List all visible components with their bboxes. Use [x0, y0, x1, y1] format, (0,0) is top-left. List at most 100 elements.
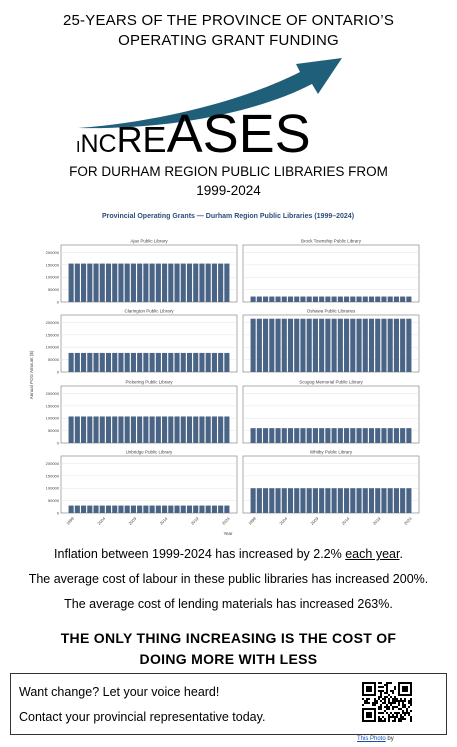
materials-statement: The average cost of lending materials ha…: [64, 597, 393, 611]
bar: [337, 488, 343, 513]
each-year-link[interactable]: each year: [345, 547, 400, 561]
qr-module: [382, 720, 384, 722]
bar: [250, 296, 256, 302]
bar: [112, 505, 118, 513]
qr-module: [392, 690, 394, 692]
qr-module: [380, 682, 382, 684]
bar: [319, 296, 325, 302]
bar: [375, 318, 381, 372]
y-tick-label: 200000: [46, 391, 60, 396]
qr-module: [392, 708, 394, 710]
qr-module: [388, 700, 390, 702]
qr-module: [380, 694, 382, 696]
headline-line-1: THE ONLY THING INCREASING IS THE COST OF: [60, 630, 397, 646]
qr-module: [396, 712, 398, 714]
bar: [368, 488, 375, 513]
x-tick-label: 2004: [96, 515, 106, 525]
qr-module: [394, 686, 396, 688]
y-tick-label: 0: [57, 511, 60, 516]
bar: [180, 263, 186, 302]
bar: [137, 263, 143, 302]
bar: [256, 428, 262, 443]
bar: [368, 428, 375, 443]
x-tick-label: 2004: [278, 515, 288, 525]
bar: [193, 505, 199, 513]
qr-module: [382, 712, 384, 714]
qr-module: [394, 700, 396, 702]
bar: [199, 416, 205, 443]
qr-module: [378, 718, 380, 720]
qr-module: [386, 692, 388, 694]
qr-module: [364, 702, 366, 704]
qr-module: [394, 698, 396, 700]
x-axis-label: Year: [223, 531, 233, 536]
qr-module: [394, 696, 396, 698]
bar: [74, 505, 80, 513]
bar: [199, 352, 205, 372]
qr-module: [378, 712, 380, 714]
bar: [168, 505, 174, 513]
qr-module: [410, 704, 412, 706]
bar: [381, 296, 387, 302]
qr-module: [366, 686, 372, 692]
bar: [74, 416, 80, 443]
bar: [337, 428, 343, 443]
qr-module: [378, 708, 380, 710]
qr-module: [388, 716, 390, 718]
bar: [375, 428, 381, 443]
bar: [81, 505, 87, 513]
bar: [193, 263, 199, 302]
bar: [406, 318, 412, 372]
qr-module: [390, 702, 392, 704]
bar: [149, 352, 155, 372]
bar: [250, 428, 256, 443]
bar: [400, 296, 406, 302]
qr-module: [384, 718, 386, 720]
qr-module: [384, 702, 386, 704]
bar: [186, 416, 193, 443]
bar: [368, 318, 375, 372]
bar: [294, 428, 300, 443]
qr-module: [386, 696, 388, 698]
qr-module: [388, 720, 390, 722]
bar: [256, 318, 262, 372]
qr-module: [408, 712, 410, 714]
bar: [281, 318, 287, 372]
grants-chart: Provincial Operating Grants — Durham Reg…: [29, 213, 420, 536]
panel-title: Whitby Public Library: [310, 450, 353, 455]
bar: [263, 428, 269, 443]
bar: [250, 488, 256, 513]
qr-module: [376, 700, 378, 702]
bar: [300, 488, 306, 513]
bar: [344, 488, 350, 513]
bar: [99, 263, 105, 302]
y-tick-label: 50000: [48, 428, 60, 433]
panel-frame: [60, 455, 238, 514]
qr-module: [382, 716, 384, 718]
bar: [218, 352, 224, 372]
qr-module: [398, 708, 400, 710]
qr-module: [380, 704, 382, 706]
qr-module: [386, 708, 388, 710]
bar: [99, 416, 105, 443]
photo-credit-link[interactable]: This Photo: [357, 736, 386, 742]
bar: [344, 318, 350, 372]
inflation-suffix: .: [399, 547, 403, 561]
bar: [331, 488, 337, 513]
y-tick-label: 50000: [48, 287, 60, 292]
qr-module: [402, 706, 404, 708]
bar: [143, 505, 149, 513]
y-tick-label: 0: [57, 370, 60, 375]
bar: [180, 416, 186, 443]
y-tick-label: 100000: [46, 345, 60, 350]
qr-module: [400, 718, 402, 720]
qr-module: [374, 698, 376, 700]
qr-module: [386, 706, 388, 708]
qr-module: [366, 698, 368, 700]
bar: [211, 505, 217, 513]
qr-module: [366, 700, 368, 702]
qr-code-icon[interactable]: [362, 682, 412, 722]
bar: [275, 428, 281, 443]
qr-module: [398, 700, 400, 702]
qr-module: [386, 684, 388, 686]
